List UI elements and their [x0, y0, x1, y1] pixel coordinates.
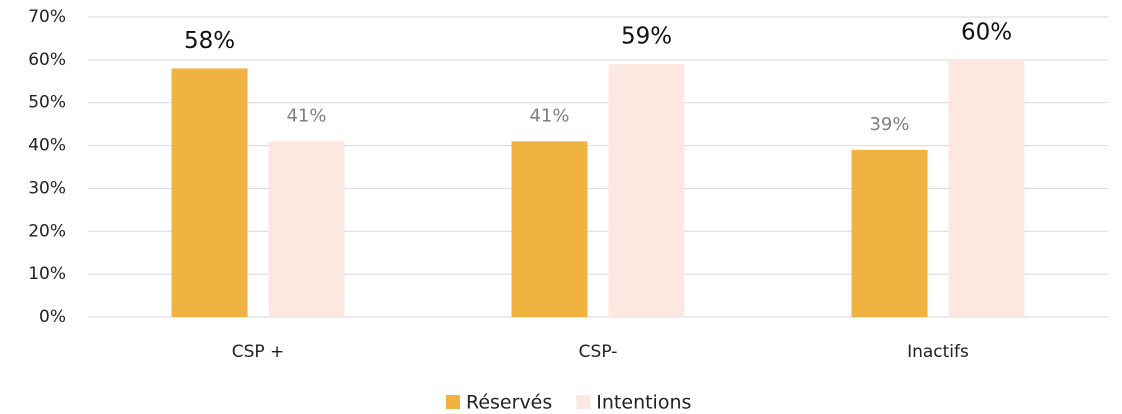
y-tick-label: 10% [28, 264, 66, 284]
y-tick-label: 60% [28, 50, 66, 70]
x-tick-label: CSP- [579, 342, 618, 362]
legend-swatch [576, 395, 591, 409]
data-label: 59% [621, 24, 672, 50]
bar [171, 68, 248, 317]
bar [268, 141, 345, 317]
legend-label: Réservés [466, 392, 552, 414]
legend-swatch [446, 395, 460, 409]
data-label: 41% [286, 105, 326, 126]
data-label: 58% [184, 28, 235, 54]
data-label: 39% [869, 114, 909, 135]
data-label: 60% [961, 19, 1012, 45]
y-tick-label: 20% [28, 221, 66, 241]
bar [608, 64, 685, 318]
bar [948, 59, 1025, 317]
data-label: 41% [529, 105, 569, 126]
x-tick-label: Inactifs [907, 342, 969, 362]
bar [851, 149, 928, 317]
legend-label: Intentions [596, 392, 691, 414]
y-tick-label: 50% [28, 93, 66, 113]
y-tick-label: 30% [28, 178, 66, 198]
x-tick-label: CSP + [232, 342, 285, 362]
bar [511, 141, 588, 317]
y-tick-label: 0% [39, 307, 66, 327]
y-tick-label: 40% [28, 136, 66, 156]
y-tick-label: 70% [28, 7, 66, 27]
